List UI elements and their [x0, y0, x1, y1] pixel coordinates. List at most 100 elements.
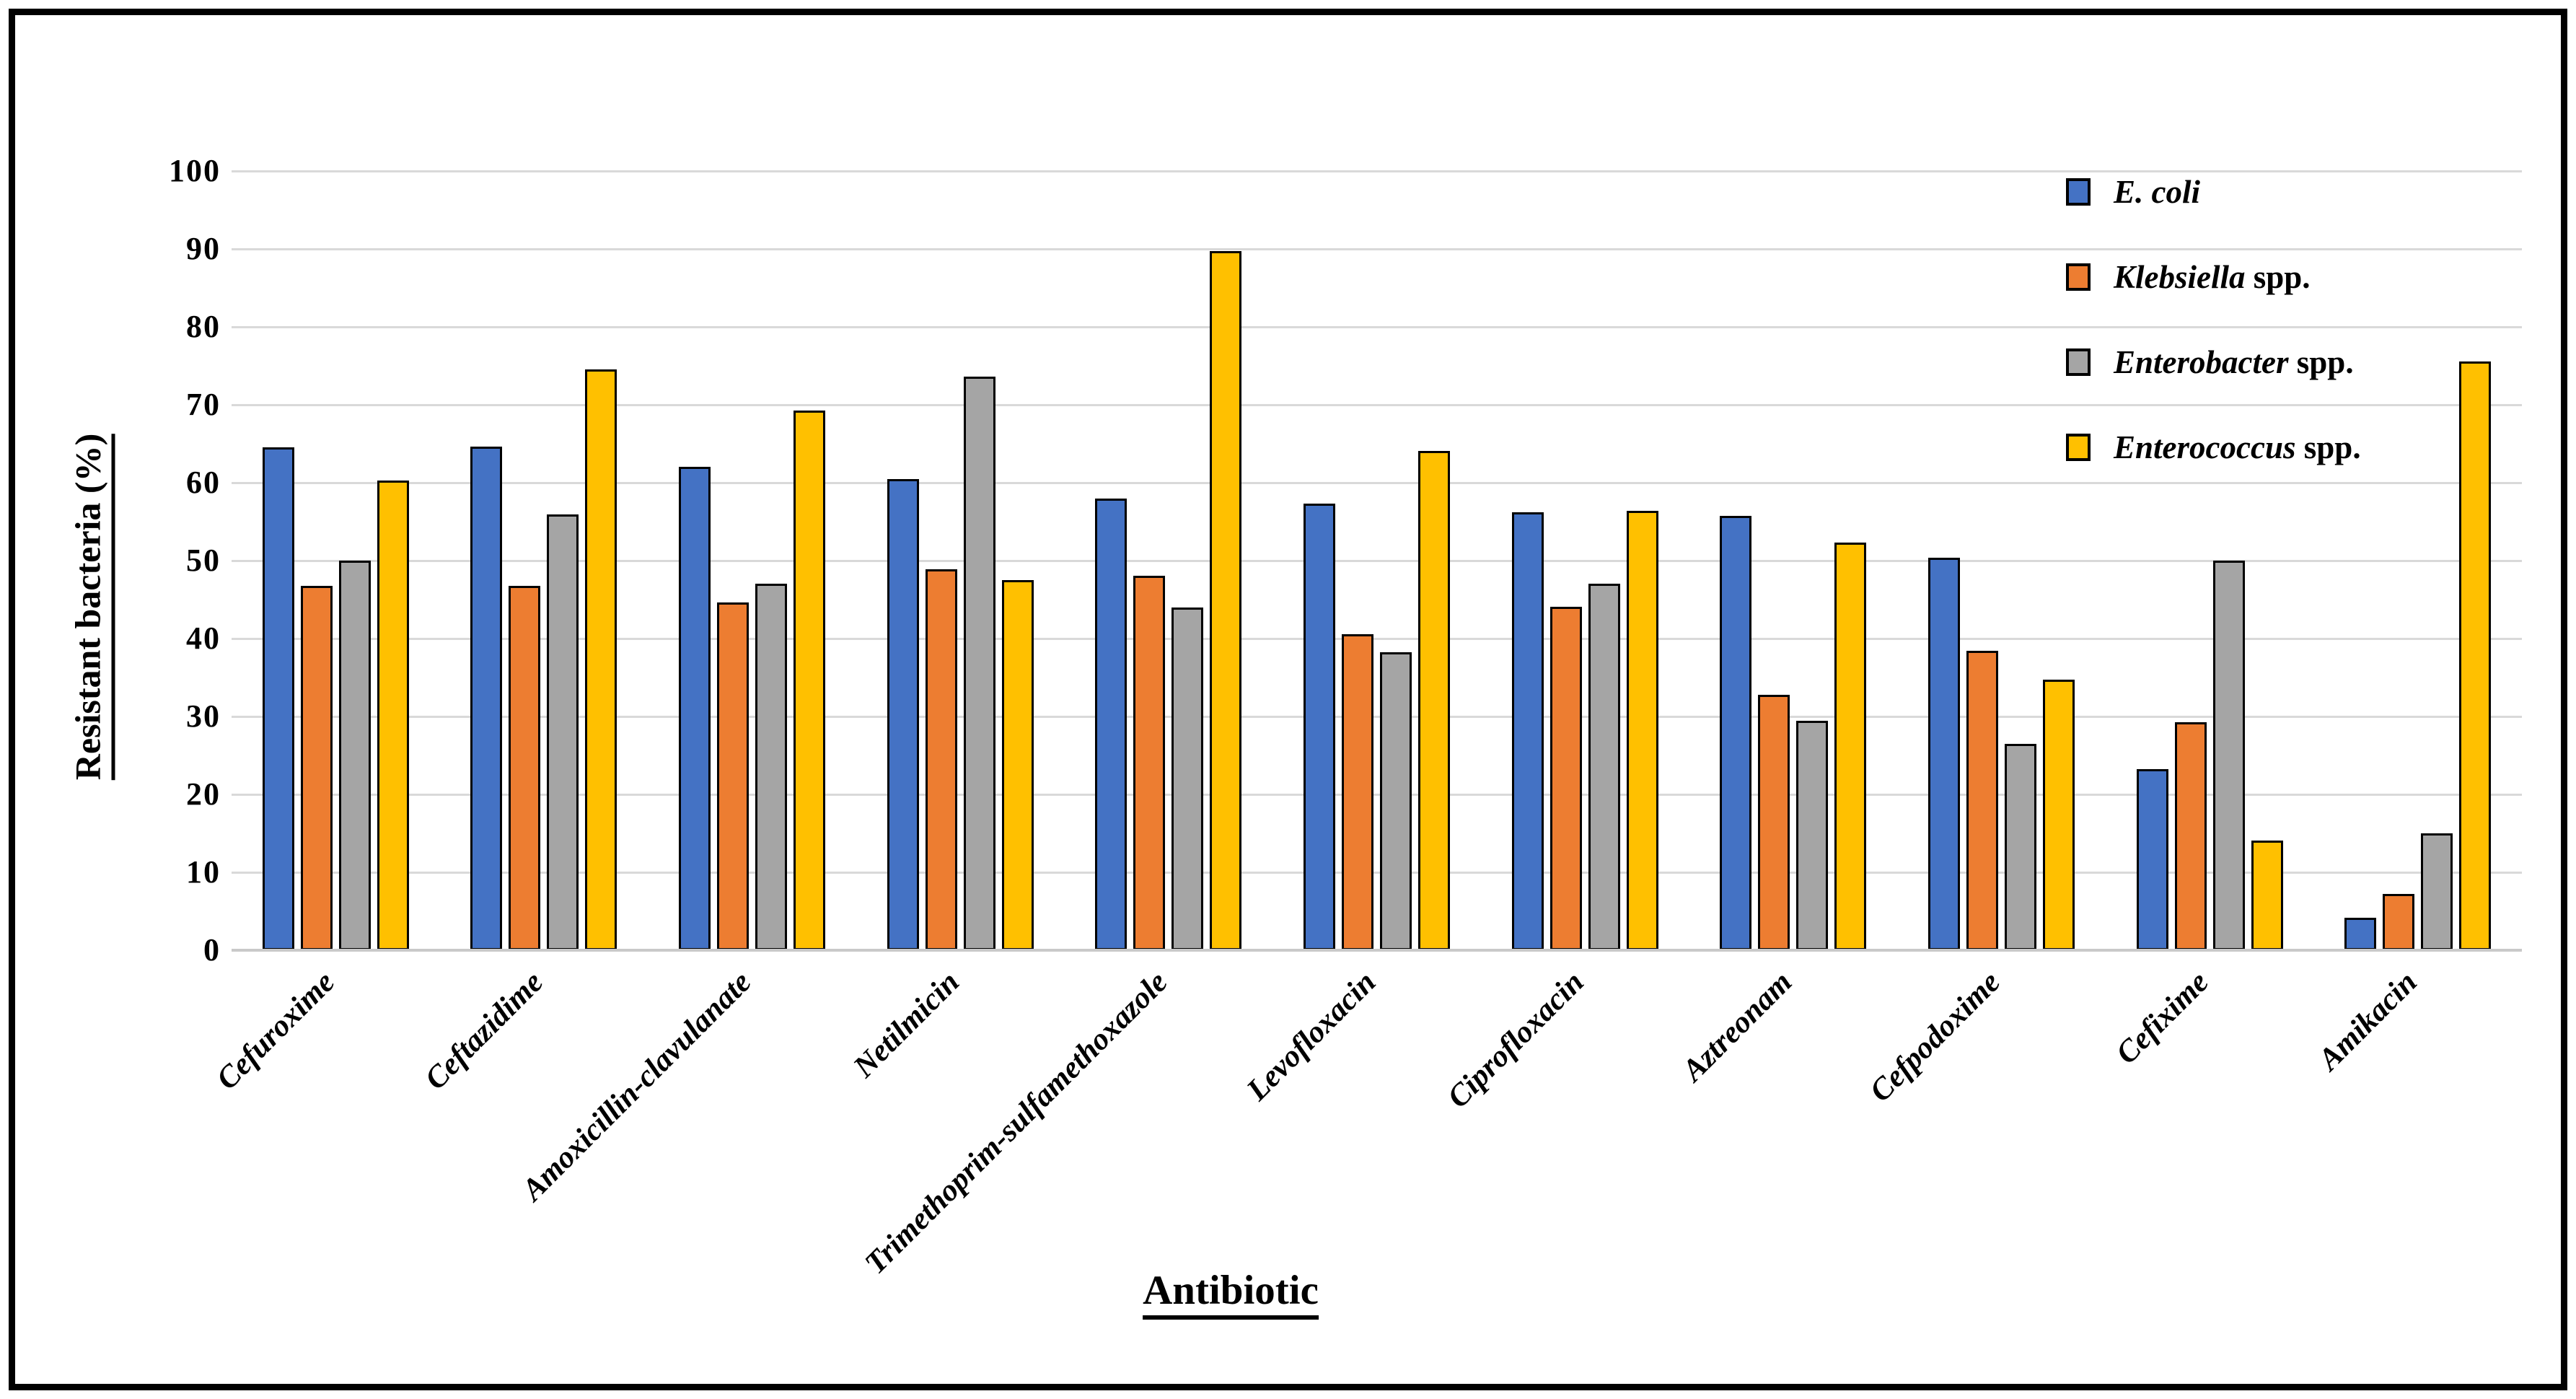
plot-area — [232, 170, 2522, 952]
legend-label: Enterococcus spp. — [2114, 429, 2361, 465]
legend-label: Enterobacter spp. — [2114, 343, 2354, 380]
y-tick-label-90: 90 — [186, 231, 221, 266]
bar-enterobacter-spp--levofloxacin — [1380, 652, 1412, 950]
x-category-label-amoxicillin-clavulanate: Amoxicillin-clavulanate — [515, 965, 758, 1208]
bar-enterobacter-spp--amikacin — [2421, 833, 2453, 950]
x-axis-line — [232, 949, 2522, 952]
gridline-100 — [232, 170, 2522, 172]
y-tick-label-10: 10 — [186, 854, 221, 890]
bar-enterococcus-spp--trimethoprim-sulfamethoxazole — [1210, 251, 1242, 950]
y-tick-label-0: 0 — [203, 932, 221, 968]
legend-label: E. coli — [2114, 173, 2200, 210]
legend-item-e-coli: E. coli — [2066, 175, 2200, 208]
bar-e-coli-cefpodoxime — [1927, 558, 1960, 950]
x-category-label-cefuroxime: Cefuroxime — [210, 965, 342, 1097]
bar-e-coli-ceftazidime — [470, 447, 503, 950]
x-category-label-aztreonam: Aztreonam — [1676, 965, 1799, 1088]
bar-enterococcus-spp--cefpodoxime — [2042, 680, 2075, 950]
bar-e-coli-levofloxacin — [1304, 504, 1335, 950]
legend-item-enterobacter-spp-: Enterobacter spp. — [2066, 346, 2354, 378]
bar-enterobacter-spp--amoxicillin-clavulanate — [755, 584, 788, 950]
bar-enterobacter-spp--cefuroxime — [338, 561, 371, 950]
x-category-label-cefpodoxime: Cefpodoxime — [1863, 965, 2008, 1109]
bar-group-amikacin — [2344, 171, 2492, 950]
bar-e-coli-cefixime — [2136, 769, 2168, 950]
legend-marker-icon — [2066, 178, 2091, 206]
bar-enterococcus-spp--ciprofloxacin — [1626, 511, 1658, 950]
bar-enterobacter-spp--ciprofloxacin — [1588, 584, 1620, 950]
y-tick-label-100: 100 — [169, 153, 221, 188]
bar-enterococcus-spp--cefuroxime — [377, 481, 409, 950]
bar-e-coli-cefuroxime — [262, 447, 294, 950]
bar-klebsiella-spp--trimethoprim-sulfamethoxazole — [1133, 576, 1166, 950]
bar-group-ceftazidime — [470, 171, 617, 950]
bar-klebsiella-spp--aztreonam — [1758, 695, 1790, 950]
bar-e-coli-aztreonam — [1720, 516, 1752, 950]
gridline-60 — [232, 481, 2522, 484]
bar-enterobacter-spp--aztreonam — [1796, 721, 1829, 950]
bar-enterococcus-spp--ceftazidime — [585, 369, 617, 950]
gridline-70 — [232, 403, 2522, 406]
bar-enterococcus-spp--cefixime — [2251, 841, 2283, 950]
legend-label: Klebsiella spp. — [2114, 258, 2311, 295]
bar-enterococcus-spp--aztreonam — [1834, 543, 1867, 950]
legend-marker-icon — [2066, 263, 2091, 291]
bar-e-coli-amikacin — [2344, 918, 2377, 950]
legend-marker-icon — [2066, 348, 2091, 376]
bar-group-cefuroxime — [262, 171, 409, 950]
bar-enterobacter-spp--netilmicin — [963, 377, 995, 950]
gridline-20 — [232, 793, 2522, 796]
bar-group-ciprofloxacin — [1511, 171, 1658, 950]
bar-enterobacter-spp--cefpodoxime — [2004, 744, 2036, 950]
bar-enterococcus-spp--amikacin — [2459, 361, 2492, 950]
bar-group-amoxicillin-clavulanate — [679, 171, 826, 950]
x-category-label-ciprofloxacin: Ciprofloxacin — [1441, 965, 1591, 1115]
bar-group-trimethoprim-sulfamethoxazole — [1095, 171, 1242, 950]
bar-enterobacter-spp--trimethoprim-sulfamethoxazole — [1171, 608, 1204, 950]
bar-klebsiella-spp--amikacin — [2383, 894, 2415, 950]
bar-klebsiella-spp--cefpodoxime — [1966, 651, 1998, 950]
gridline-30 — [232, 715, 2522, 718]
bar-e-coli-ciprofloxacin — [1511, 512, 1544, 950]
bar-klebsiella-spp--levofloxacin — [1342, 634, 1373, 950]
y-tick-label-20: 20 — [186, 776, 221, 812]
gridline-80 — [232, 325, 2522, 328]
legend-item-klebsiella-spp-: Klebsiella spp. — [2066, 260, 2311, 293]
y-tick-label-60: 60 — [186, 465, 221, 500]
bar-e-coli-amoxicillin-clavulanate — [679, 467, 711, 950]
bar-group-aztreonam — [1720, 171, 1867, 950]
gridline-10 — [232, 871, 2522, 874]
bar-group-cefixime — [2136, 171, 2283, 950]
y-tick-label-80: 80 — [186, 309, 221, 344]
bar-enterobacter-spp--cefixime — [2212, 561, 2245, 950]
gridline-40 — [232, 637, 2522, 640]
x-category-label-ceftazidime: Ceftazidime — [418, 965, 550, 1097]
bar-klebsiella-spp--ceftazidime — [509, 586, 541, 950]
bar-enterococcus-spp--levofloxacin — [1418, 451, 1450, 950]
y-tick-label-30: 30 — [186, 698, 221, 734]
bar-group-levofloxacin — [1304, 171, 1450, 950]
bar-klebsiella-spp--amoxicillin-clavulanate — [717, 602, 749, 950]
bar-e-coli-netilmicin — [887, 479, 919, 950]
bar-group-netilmicin — [887, 171, 1034, 950]
bar-klebsiella-spp--cefixime — [2174, 722, 2207, 950]
x-axis-title: Antibiotic — [1143, 1267, 1319, 1320]
bar-enterococcus-spp--amoxicillin-clavulanate — [794, 411, 826, 950]
x-category-label-cefixime: Cefixime — [2109, 965, 2215, 1071]
bar-chart: Resistant bacteria (%) 0 10 20 30 40 50 60 70 80… — [15, 15, 2561, 1384]
y-tick-label-40: 40 — [186, 620, 221, 656]
x-category-label-levofloxacin: Levofloxacin — [1240, 965, 1383, 1108]
bar-group-cefpodoxime — [1927, 171, 2075, 950]
bar-klebsiella-spp--netilmicin — [925, 569, 957, 950]
y-tick-label-70: 70 — [186, 387, 221, 422]
x-category-label-amikacin: Amikacin — [2311, 965, 2424, 1077]
x-category-label-netilmicin: Netilmicin — [847, 965, 967, 1084]
gridline-50 — [232, 559, 2522, 562]
bar-e-coli-trimethoprim-sulfamethoxazole — [1095, 499, 1127, 950]
bar-enterobacter-spp--ceftazidime — [547, 514, 579, 950]
legend-marker-icon — [2066, 434, 2091, 461]
legend-item-enterococcus-spp-: Enterococcus spp. — [2066, 431, 2361, 463]
y-tick-label-50: 50 — [186, 543, 221, 578]
bar-klebsiella-spp--ciprofloxacin — [1549, 607, 1582, 950]
figure-border: Resistant bacteria (%) 0 10 20 30 40 50 60 70 80… — [9, 9, 2567, 1390]
